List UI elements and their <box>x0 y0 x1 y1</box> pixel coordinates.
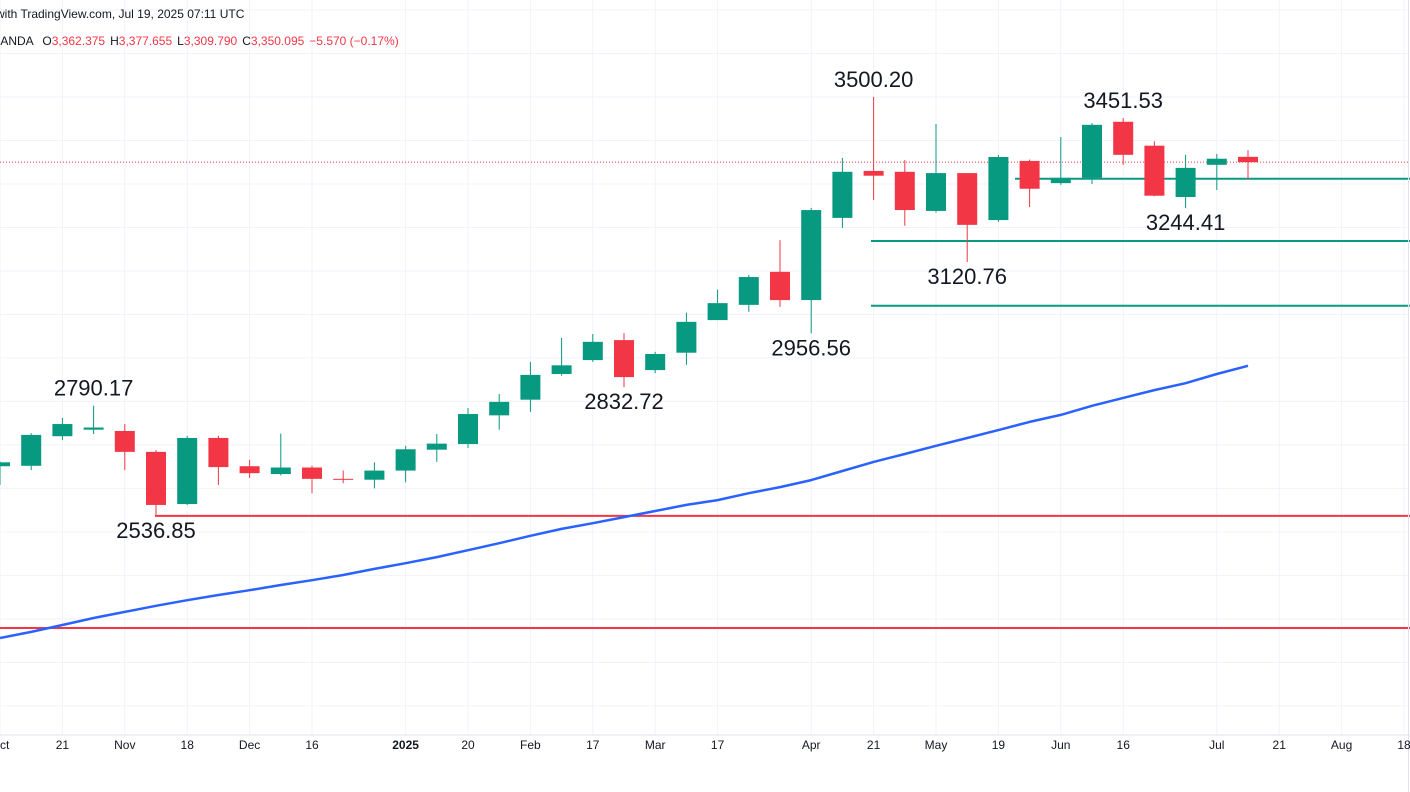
candle-body <box>645 354 666 371</box>
x-tick-label: Apr <box>802 738 821 752</box>
x-tick-label: Aug <box>1331 738 1352 752</box>
candle-body <box>489 401 510 416</box>
x-tick-label: May <box>925 738 948 752</box>
x-tick-label: 19 <box>992 738 1006 752</box>
x-tick-label: 18 <box>181 738 195 752</box>
x-tick-label: 18 <box>1397 738 1410 752</box>
x-tick-label: 21 <box>56 738 70 752</box>
candle-body <box>83 427 104 430</box>
x-tick-label: Jul <box>1209 738 1224 752</box>
x-tick-label: Nov <box>114 738 135 752</box>
x-tick-label: 16 <box>305 738 319 752</box>
x-tick-label: 17 <box>586 738 600 752</box>
plot <box>0 96 1410 640</box>
candle-body <box>894 171 915 211</box>
candle-body <box>738 277 759 305</box>
candle-body <box>1082 124 1102 178</box>
candle-body <box>832 171 853 218</box>
candle-body <box>0 462 10 467</box>
candle-body <box>520 374 541 400</box>
candle-body <box>426 443 447 450</box>
candle-body <box>52 424 73 437</box>
ohlc-value: 3,309.790 <box>184 34 238 48</box>
x-tick-label: 20 <box>461 738 475 752</box>
candle-body <box>302 467 322 479</box>
symbol: OANDA <box>0 34 34 48</box>
grid <box>0 0 1408 735</box>
header-credit: with TradingView.com, Jul 19, 2025 07:11… <box>0 7 245 21</box>
x-tick-label: Feb <box>520 738 541 752</box>
x-tick-label: 2025 <box>392 738 419 752</box>
price-annotation: 2536.85 <box>116 518 196 543</box>
candle-body <box>364 470 385 480</box>
ohlc-key: H <box>110 34 119 48</box>
annotations: 3500.20 3451.53 3244.41 3120.76 2956.56 2832.… <box>54 67 1226 543</box>
x-tick-label: 16 <box>1117 738 1131 752</box>
candle-body <box>1206 158 1227 165</box>
candle-body <box>1238 156 1258 163</box>
candle-body <box>707 303 728 321</box>
candle-body <box>146 451 166 505</box>
candle-body <box>551 365 572 375</box>
candle-body <box>863 170 884 176</box>
ohlc-key: O <box>42 34 51 48</box>
price-annotation: 2832.72 <box>584 389 664 414</box>
candle-body <box>1050 177 1071 184</box>
ohlc-key: L <box>177 34 184 48</box>
candle-body <box>1113 121 1134 155</box>
candle-body <box>676 321 697 353</box>
x-tick-label: 17 <box>711 738 725 752</box>
candle-body <box>926 173 946 211</box>
price-annotation: 3244.41 <box>1146 210 1226 235</box>
candle-body <box>21 434 42 466</box>
candle-body <box>114 430 135 452</box>
price-annotation: 2790.17 <box>54 376 134 401</box>
price-annotation: 3120.76 <box>927 264 1007 289</box>
candle-body <box>1019 160 1040 189</box>
x-axis: Oct 21 Nov 18 Dec 16 2025 20 Feb 17 Mar 17 Apr 21 May 1… <box>0 738 1410 752</box>
candle-body <box>957 173 978 225</box>
x-tick-label: Mar <box>645 738 666 752</box>
candle-body <box>395 449 416 471</box>
x-tick-label: 21 <box>1273 738 1287 752</box>
header-ohlc: OANDA O3,362.375 H3,377.655 L3,309.790 C3,3… <box>0 34 399 48</box>
moving-average <box>0 364 1249 640</box>
x-tick-label: Dec <box>239 738 260 752</box>
ohlc-key: C <box>242 34 251 48</box>
ohlc-value: 3,362.375 <box>52 34 106 48</box>
candle-body <box>1144 145 1165 196</box>
ohlc-change: −5.570 (−0.17%) <box>309 34 398 48</box>
x-tick-label: 21 <box>867 738 881 752</box>
price-annotation: 2956.56 <box>771 335 851 360</box>
candle-body <box>801 210 822 301</box>
candle-body <box>770 271 790 301</box>
x-tick-label: Jun <box>1051 738 1070 752</box>
ohlc-value: 3,350.095 <box>251 34 305 48</box>
x-tick-label: Oct <box>0 738 10 752</box>
ohlc-value: 3,377.655 <box>119 34 173 48</box>
candle-body <box>333 478 354 480</box>
candle-body <box>614 340 634 378</box>
candle-body <box>208 437 229 468</box>
price-annotation: 3451.53 <box>1083 88 1163 113</box>
candle-body <box>458 414 478 445</box>
candle-body <box>270 467 291 475</box>
candle-body <box>1175 167 1196 198</box>
candle-body <box>988 157 1009 221</box>
price-annotation: 3500.20 <box>834 67 914 92</box>
candle-body <box>239 466 260 474</box>
candle-body <box>582 341 603 361</box>
candle-body <box>177 437 198 505</box>
